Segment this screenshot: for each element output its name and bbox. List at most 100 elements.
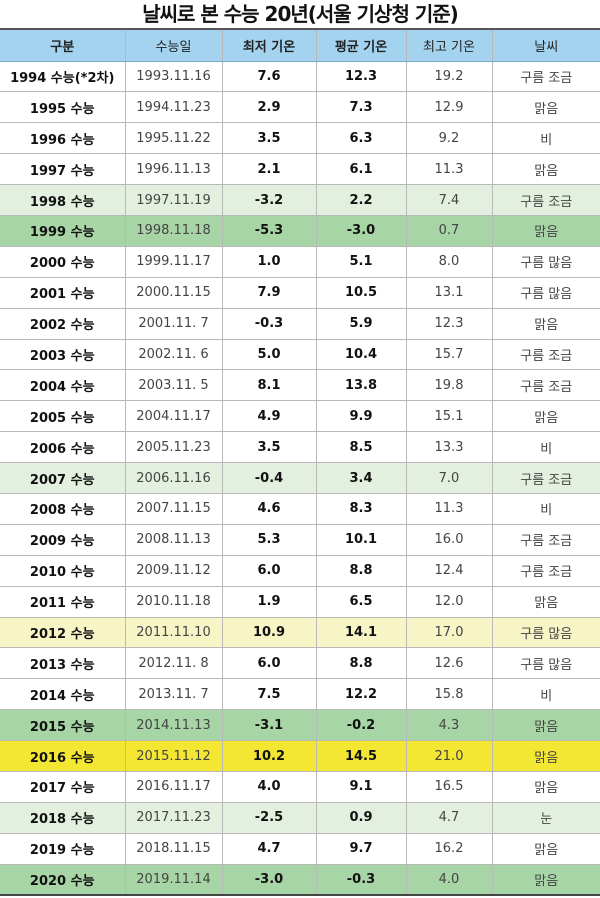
min-temp: -3.1 — [221, 709, 317, 742]
weather: 구름 조금 — [491, 184, 600, 216]
min-temp: 4.6 — [221, 493, 317, 525]
max-temp: 11.3 — [405, 153, 493, 186]
exam-date: 2003.11. 5 — [124, 369, 223, 402]
max-temp: 21.0 — [405, 740, 493, 772]
max-temp: 9.2 — [405, 122, 493, 155]
max-temp: 4.7 — [405, 802, 493, 834]
avg-temp: 8.8 — [315, 555, 407, 587]
exam-date: 2011.11.10 — [124, 617, 223, 649]
avg-temp: 5.9 — [315, 308, 407, 340]
avg-temp: 8.3 — [315, 493, 407, 525]
max-temp: 15.7 — [405, 339, 493, 371]
exam-date: 1994.11.23 — [124, 91, 223, 124]
weather: 맑음 — [491, 864, 600, 897]
min-temp: 3.5 — [221, 431, 317, 464]
avg-temp: 7.3 — [315, 91, 407, 124]
min-temp: 3.5 — [221, 122, 317, 155]
min-temp: -0.4 — [221, 462, 317, 494]
row-label: 2002 수능 — [0, 308, 126, 340]
avg-temp: 10.1 — [315, 524, 407, 556]
table-row: 1999 수능 1998.11.18 -5.3 -3.0 0.7 맑음 — [0, 215, 600, 247]
table-row: 2009 수능 2008.11.13 5.3 10.1 16.0 구름 조금 — [0, 524, 600, 556]
weather: 맑음 — [491, 400, 600, 433]
max-temp: 19.8 — [405, 369, 493, 402]
exam-date: 1997.11.19 — [124, 184, 223, 216]
header-weather: 날씨 — [491, 28, 600, 62]
weather: 맑음 — [491, 308, 600, 340]
avg-temp: 5.1 — [315, 246, 407, 278]
min-temp: -5.3 — [221, 215, 317, 247]
avg-temp: -0.3 — [315, 864, 407, 897]
exam-date: 2014.11.13 — [124, 709, 223, 742]
row-label: 2016 수능 — [0, 740, 126, 772]
header-min-temp: 최저 기온 — [221, 28, 317, 62]
avg-temp: 8.5 — [315, 431, 407, 464]
row-label: 2013 수능 — [0, 647, 126, 680]
avg-temp: 6.1 — [315, 153, 407, 186]
table-row: 2015 수능 2014.11.13 -3.1 -0.2 4.3 맑음 — [0, 709, 600, 742]
row-label: 2017 수능 — [0, 771, 126, 803]
row-label: 1998 수능 — [0, 184, 126, 216]
table-row: 2000 수능 1999.11.17 1.0 5.1 8.0 구름 많음 — [0, 246, 600, 278]
exam-date: 1993.11.16 — [124, 61, 223, 93]
table-row: 2008 수능 2007.11.15 4.6 8.3 11.3 비 — [0, 493, 600, 525]
table-row: 2001 수능 2000.11.15 7.9 10.5 13.1 구름 많음 — [0, 277, 600, 309]
max-temp: 16.5 — [405, 771, 493, 803]
weather: 구름 조금 — [491, 369, 600, 402]
min-temp: 7.9 — [221, 277, 317, 309]
table-row: 2010 수능 2009.11.12 6.0 8.8 12.4 구름 조금 — [0, 555, 600, 587]
weather: 구름 조금 — [491, 524, 600, 556]
weather: 맑음 — [491, 740, 600, 772]
max-temp: 7.4 — [405, 184, 493, 216]
table-row: 2013 수능 2012.11. 8 6.0 8.8 12.6 구름 많음 — [0, 647, 600, 680]
weather: 비 — [491, 678, 600, 711]
max-temp: 12.3 — [405, 308, 493, 340]
row-label: 2009 수능 — [0, 524, 126, 556]
exam-date: 2000.11.15 — [124, 277, 223, 309]
table-row: 1998 수능 1997.11.19 -3.2 2.2 7.4 구름 조금 — [0, 184, 600, 216]
max-temp: 17.0 — [405, 617, 493, 649]
row-label: 2015 수능 — [0, 709, 126, 742]
avg-temp: 6.3 — [315, 122, 407, 155]
max-temp: 13.1 — [405, 277, 493, 309]
min-temp: 10.9 — [221, 617, 317, 649]
exam-date: 2017.11.23 — [124, 802, 223, 834]
avg-temp: -0.2 — [315, 709, 407, 742]
min-temp: 6.0 — [221, 647, 317, 680]
table-row: 2017 수능 2016.11.17 4.0 9.1 16.5 맑음 — [0, 771, 600, 803]
row-label: 2019 수능 — [0, 833, 126, 865]
avg-temp: 14.5 — [315, 740, 407, 772]
min-temp: 1.0 — [221, 246, 317, 278]
weather: 구름 조금 — [491, 555, 600, 587]
exam-date: 2018.11.15 — [124, 833, 223, 865]
exam-date: 2002.11. 6 — [124, 339, 223, 371]
max-temp: 12.4 — [405, 555, 493, 587]
header-exam-date: 수능일 — [124, 28, 223, 62]
table-row: 1995 수능 1994.11.23 2.9 7.3 12.9 맑음 — [0, 91, 600, 124]
header-avg-temp: 평균 기온 — [315, 28, 407, 62]
avg-temp: 3.4 — [315, 462, 407, 494]
avg-temp: 12.3 — [315, 61, 407, 93]
exam-date: 2001.11. 7 — [124, 308, 223, 340]
min-temp: -3.0 — [221, 864, 317, 897]
avg-temp: -3.0 — [315, 215, 407, 247]
weather: 맑음 — [491, 153, 600, 186]
avg-temp: 14.1 — [315, 617, 407, 649]
min-temp: 5.0 — [221, 339, 317, 371]
min-temp: -0.3 — [221, 308, 317, 340]
exam-date: 2006.11.16 — [124, 462, 223, 494]
table-row: 2011 수능 2010.11.18 1.9 6.5 12.0 맑음 — [0, 586, 600, 618]
min-temp: 2.9 — [221, 91, 317, 124]
suneung-weather-table: 구분 수능일 최저 기온 평균 기온 최고 기온 날씨 1994 수능(*2차)… — [0, 28, 600, 897]
row-label: 1994 수능(*2차) — [0, 61, 126, 93]
max-temp: 15.1 — [405, 400, 493, 433]
exam-date: 2007.11.15 — [124, 493, 223, 525]
exam-date: 2008.11.13 — [124, 524, 223, 556]
row-label: 2007 수능 — [0, 462, 126, 494]
avg-temp: 10.4 — [315, 339, 407, 371]
max-temp: 16.2 — [405, 833, 493, 865]
weather: 맑음 — [491, 833, 600, 865]
min-temp: -2.5 — [221, 802, 317, 834]
row-label: 2006 수능 — [0, 431, 126, 464]
max-temp: 12.9 — [405, 91, 493, 124]
